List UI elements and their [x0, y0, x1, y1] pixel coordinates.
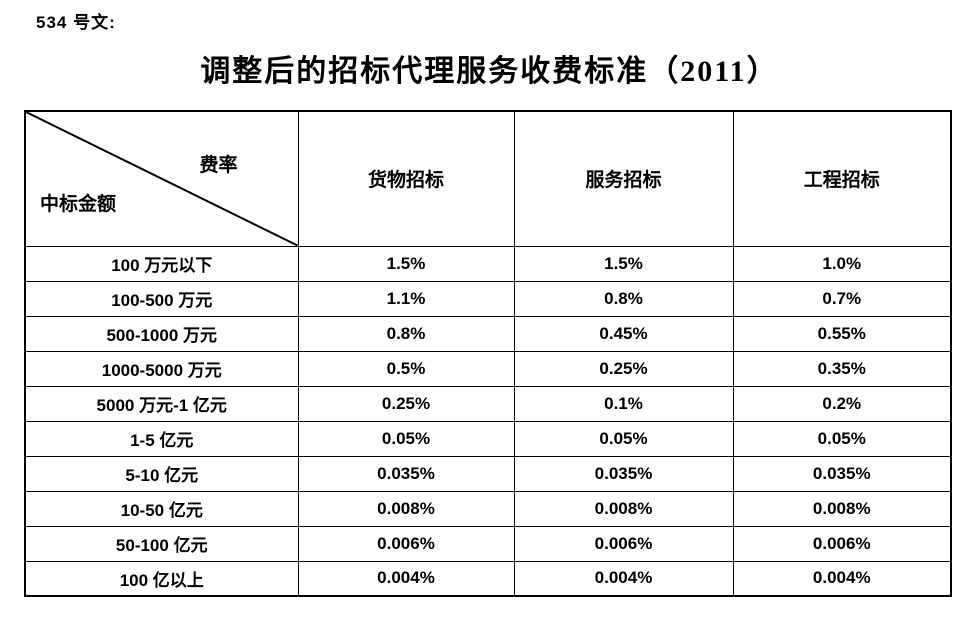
fee-cell: 1.5%	[297, 245, 515, 282]
row-label: 50-100 亿元	[24, 525, 299, 562]
fee-cell: 0.006%	[513, 525, 734, 562]
table-row: 10-50 亿元 0.008% 0.008% 0.008%	[24, 490, 952, 527]
fee-cell: 0.004%	[732, 560, 952, 597]
table-row: 1000-5000 万元 0.5% 0.25% 0.35%	[24, 350, 952, 387]
column-header-engineering-bidding: 工程招标	[732, 110, 952, 247]
row-label: 100-500 万元	[24, 280, 299, 317]
row-label: 1000-5000 万元	[24, 350, 299, 387]
fee-cell: 0.45%	[513, 315, 734, 352]
table-corner-cell: 费率 中标金额	[24, 110, 299, 247]
fee-cell: 0.004%	[297, 560, 515, 597]
table-row: 500-1000 万元 0.8% 0.45% 0.55%	[24, 315, 952, 352]
fee-cell: 0.008%	[297, 490, 515, 527]
fee-cell: 0.05%	[732, 420, 952, 457]
row-label: 5-10 亿元	[24, 455, 299, 492]
column-header-goods-bidding: 货物招标	[297, 110, 515, 247]
table-row: 100-500 万元 1.1% 0.8% 0.7%	[24, 280, 952, 317]
corner-label-amount: 中标金额	[40, 193, 117, 215]
table-row: 5-10 亿元 0.035% 0.035% 0.035%	[24, 455, 952, 492]
fee-cell: 0.1%	[513, 385, 734, 422]
fee-cell: 0.035%	[513, 455, 734, 492]
fee-cell: 0.004%	[513, 560, 734, 597]
fee-cell: 0.008%	[732, 490, 952, 527]
fee-cell: 0.35%	[732, 350, 952, 387]
fee-cell: 0.5%	[297, 350, 515, 387]
row-label: 10-50 亿元	[24, 490, 299, 527]
doc-number-label: 534 号文:	[36, 13, 116, 32]
row-label: 100 万元以下	[24, 245, 299, 282]
fee-cell: 0.25%	[297, 385, 515, 422]
page-title: 调整后的招标代理服务收费标准（2011）	[200, 55, 779, 88]
table-row: 100 万元以下 1.5% 1.5% 1.0%	[24, 245, 952, 282]
row-label: 500-1000 万元	[24, 315, 299, 352]
fee-table: 费率 中标金额 货物招标 服务招标 工程招标 100 万元以下 1.5% 1.5…	[24, 110, 952, 597]
fee-cell: 0.2%	[732, 385, 952, 422]
fee-cell: 1.0%	[732, 245, 952, 282]
header-row: 费率 中标金额 货物招标 服务招标 工程招标	[24, 110, 952, 247]
table-row: 1-5 亿元 0.05% 0.05% 0.05%	[24, 420, 952, 457]
fee-cell: 0.05%	[513, 420, 734, 457]
fee-cell: 0.006%	[732, 525, 952, 562]
row-label: 1-5 亿元	[24, 420, 299, 457]
row-label: 100 亿以上	[24, 560, 299, 597]
fee-cell: 0.55%	[732, 315, 952, 352]
fee-cell: 0.25%	[513, 350, 734, 387]
fee-cell: 0.008%	[513, 490, 734, 527]
fee-cell: 0.035%	[732, 455, 952, 492]
fee-cell: 0.8%	[297, 315, 515, 352]
diagonal-divider-line	[26, 112, 298, 246]
fee-cell: 0.006%	[297, 525, 515, 562]
fee-cell: 0.035%	[297, 455, 515, 492]
fee-cell: 1.1%	[297, 280, 515, 317]
corner-label-rate: 费率	[199, 155, 238, 176]
table-row: 100 亿以上 0.004% 0.004% 0.004%	[24, 560, 952, 597]
fee-cell: 0.7%	[732, 280, 952, 317]
fee-cell: 0.05%	[297, 420, 515, 457]
column-header-service-bidding: 服务招标	[513, 110, 734, 247]
fee-cell: 0.8%	[513, 280, 734, 317]
fee-cell: 1.5%	[513, 245, 734, 282]
table-row: 50-100 亿元 0.006% 0.006% 0.006%	[24, 525, 952, 562]
row-label: 5000 万元-1 亿元	[24, 385, 299, 422]
table-row: 5000 万元-1 亿元 0.25% 0.1% 0.2%	[24, 385, 952, 422]
